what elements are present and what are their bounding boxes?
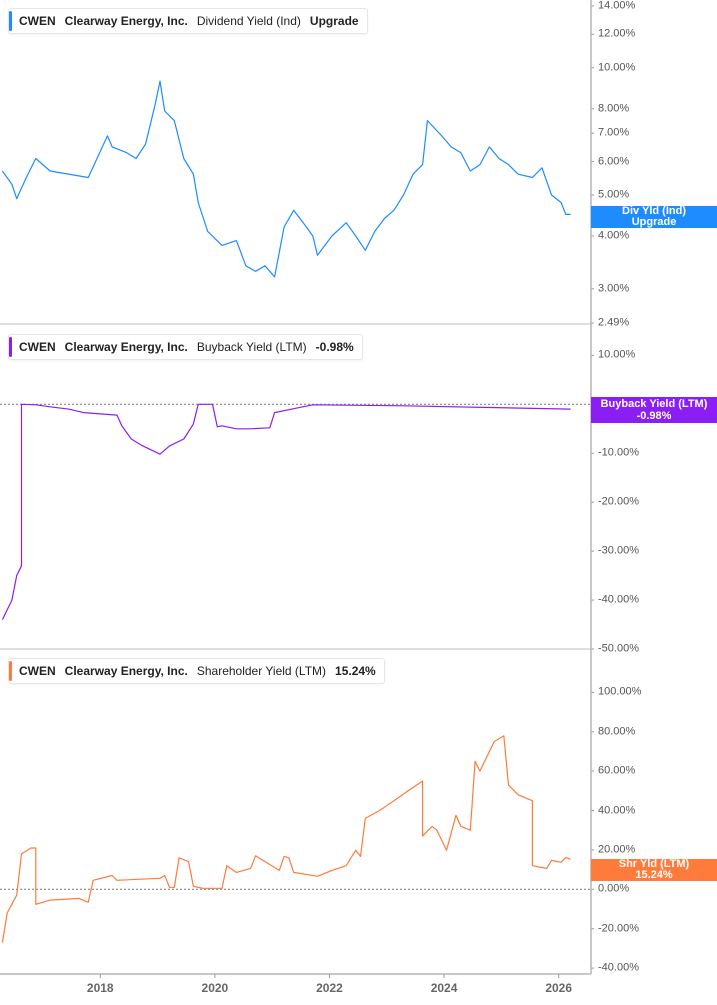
shareholder-yield-series-line <box>1 735 571 943</box>
legend-company: Clearway Energy, Inc. <box>64 340 188 354</box>
series-color-marker <box>9 11 12 31</box>
series-color-marker <box>9 337 12 357</box>
y-tick-label: 6.00% <box>598 155 630 168</box>
tag-line1: Div Yld (Ind) <box>622 205 686 217</box>
y-tick-label: 4.00% <box>598 229 630 242</box>
y-tick-label: -30.00% <box>598 544 639 557</box>
shareholder-yield-value-tag: Shr Yld (LTM) 15.24% <box>591 859 717 881</box>
x-tick-label: 2024 <box>430 981 458 995</box>
y-tick-label: 8.00% <box>598 102 630 115</box>
y-tick-label: -20.00% <box>598 495 639 508</box>
legend-metric: Dividend Yield (Ind) <box>196 14 301 28</box>
tag-line2: -0.98% <box>636 410 672 422</box>
y-tick-label: 20.00% <box>598 843 636 856</box>
tag-line1: Shr Yld (LTM) <box>618 858 690 870</box>
legend-company: Clearway Energy, Inc. <box>64 664 188 678</box>
y-tick-label: 3.00% <box>598 282 630 295</box>
y-tick-label: 60.00% <box>598 764 636 777</box>
x-tick-label: 2022 <box>316 981 343 995</box>
legend-metric: Shareholder Yield (LTM) <box>196 664 327 678</box>
y-tick-label: -40.00% <box>598 961 639 974</box>
legend-metric: Buyback Yield (LTM) <box>196 340 307 354</box>
y-tick-label: 0.00% <box>598 882 630 895</box>
y-tick-label: -10.00% <box>598 446 639 459</box>
legend-dividend-yield[interactable]: CWEN Clearway Energy, Inc. Dividend Yiel… <box>8 8 368 34</box>
dividend-yield-series-line <box>1 80 571 278</box>
legend-ticker: CWEN <box>19 14 56 28</box>
y-tick-label: 10.00% <box>598 348 636 361</box>
legend-ticker: CWEN <box>19 340 56 354</box>
y-tick-label: 12.00% <box>598 27 636 40</box>
y-tick-label: 10.00% <box>598 61 636 74</box>
x-tick-label: 2018 <box>86 981 114 995</box>
legend-value: 15.24% <box>335 664 376 678</box>
y-tick-label: -40.00% <box>598 593 639 606</box>
y-tick-label: 7.00% <box>598 126 630 139</box>
y-tick-label: -50.00% <box>598 642 639 655</box>
x-tick-label: 2020 <box>201 981 229 995</box>
tag-line2: 15.24% <box>635 869 673 881</box>
y-tick-label: 5.00% <box>598 188 630 201</box>
legend-ticker: CWEN <box>19 664 56 678</box>
y-tick-label: 14.00% <box>598 0 636 12</box>
buyback-yield-series-line <box>1 403 571 620</box>
y-tick-label: 40.00% <box>598 804 636 817</box>
tag-line1: Buyback Yield (LTM) <box>600 398 708 410</box>
legend-value: Upgrade <box>309 14 359 28</box>
x-tick-label: 2026 <box>545 981 573 995</box>
y-tick-label: -20.00% <box>598 922 639 935</box>
series-color-marker <box>9 661 12 681</box>
tag-line2: Upgrade <box>631 216 677 228</box>
legend-shareholder-yield[interactable]: CWEN Clearway Energy, Inc. Shareholder Y… <box>8 658 385 684</box>
legend-buyback-yield[interactable]: CWEN Clearway Energy, Inc. Buyback Yield… <box>8 334 363 360</box>
y-tick-label: 80.00% <box>598 725 636 738</box>
y-tick-label: 2.49% <box>598 316 630 329</box>
legend-value: -0.98% <box>315 340 354 354</box>
dividend-yield-value-tag: Div Yld (Ind) Upgrade <box>591 206 717 228</box>
y-tick-label: 100.00% <box>598 685 642 698</box>
buyback-yield-value-tag: Buyback Yield (LTM) -0.98% <box>591 397 717 423</box>
legend-company: Clearway Energy, Inc. <box>64 14 188 28</box>
